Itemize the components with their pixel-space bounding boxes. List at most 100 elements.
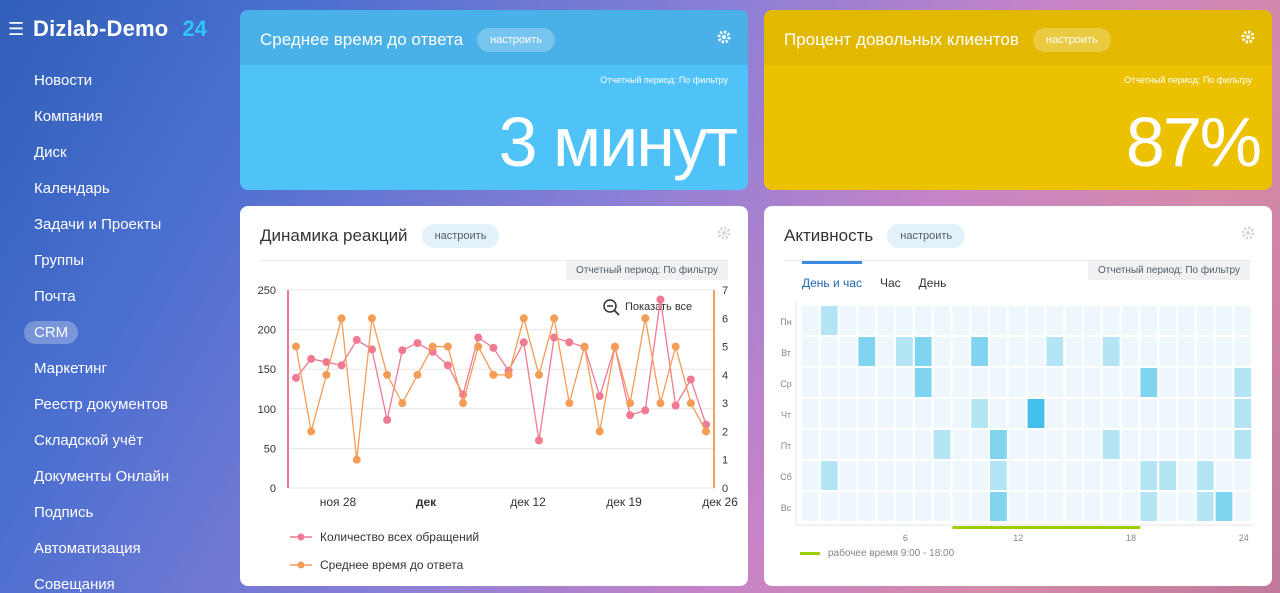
heatmap-cell[interactable] <box>1027 306 1045 335</box>
heatmap-cell[interactable] <box>971 492 988 521</box>
heatmap-cell[interactable] <box>914 461 932 490</box>
heatmap-cell[interactable] <box>839 461 857 490</box>
heatmap-cell[interactable] <box>1178 461 1195 490</box>
heatmap-cell[interactable] <box>820 430 838 459</box>
heatmap-cell[interactable] <box>1065 430 1082 459</box>
heatmap-cell[interactable] <box>858 337 876 366</box>
heatmap-cell[interactable] <box>1178 368 1195 397</box>
sidebar-item[interactable]: CRM <box>22 318 169 354</box>
heatmap-cell[interactable] <box>990 492 1007 521</box>
heatmap-cell[interactable] <box>952 337 970 366</box>
heatmap-cell[interactable] <box>1065 337 1082 366</box>
heatmap-cell[interactable] <box>1178 306 1195 335</box>
sidebar-item[interactable]: Автоматизация <box>22 534 169 570</box>
heatmap-cell[interactable] <box>1102 337 1120 366</box>
gear-icon[interactable] <box>716 29 732 45</box>
heatmap-cell[interactable] <box>1065 461 1082 490</box>
show-all-button[interactable]: Показать все <box>625 301 692 313</box>
heatmap-cell[interactable] <box>896 430 913 459</box>
heatmap-cell[interactable] <box>1102 368 1120 397</box>
heatmap-cell[interactable] <box>1121 492 1139 521</box>
heatmap-cell[interactable] <box>1046 306 1064 335</box>
heatmap-cell[interactable] <box>839 368 857 397</box>
heatmap-cell[interactable] <box>877 492 894 521</box>
heatmap-cell[interactable] <box>933 430 951 459</box>
heatmap-cell[interactable] <box>1121 461 1139 490</box>
heatmap-cell[interactable] <box>820 399 838 428</box>
heatmap-cell[interactable] <box>877 461 894 490</box>
heatmap-cell[interactable] <box>877 306 894 335</box>
heatmap-cell[interactable] <box>1196 461 1214 490</box>
heatmap-cell[interactable] <box>1215 306 1233 335</box>
heatmap-cell[interactable] <box>1140 430 1158 459</box>
tab-hour[interactable]: Час <box>879 276 901 290</box>
heatmap-cell[interactable] <box>802 461 819 490</box>
heatmap-cell[interactable] <box>1121 337 1139 366</box>
legend-item[interactable]: Среднее время до ответа <box>290 558 463 572</box>
heatmap-cell[interactable] <box>971 368 988 397</box>
heatmap-cell[interactable] <box>1215 399 1233 428</box>
heatmap-cell[interactable] <box>1008 430 1026 459</box>
heatmap-cell[interactable] <box>839 492 857 521</box>
sidebar-item[interactable]: Новости <box>22 66 169 102</box>
heatmap-cell[interactable] <box>971 399 988 428</box>
heatmap-cell[interactable] <box>1027 337 1045 366</box>
gear-icon[interactable] <box>716 225 732 241</box>
heatmap-cell[interactable] <box>1102 430 1120 459</box>
heatmap-cell[interactable] <box>1140 461 1158 490</box>
heatmap-cell[interactable] <box>839 306 857 335</box>
heatmap-cell[interactable] <box>990 337 1007 366</box>
heatmap-cell[interactable] <box>802 492 819 521</box>
heatmap-cell[interactable] <box>1046 337 1064 366</box>
heatmap-cell[interactable] <box>839 399 857 428</box>
heatmap-cell[interactable] <box>1159 492 1176 521</box>
heatmap-cell[interactable] <box>858 492 876 521</box>
heatmap-cell[interactable] <box>1027 461 1045 490</box>
heatmap-cell[interactable] <box>1159 430 1176 459</box>
heatmap-cell[interactable] <box>914 399 932 428</box>
heatmap-cell[interactable] <box>990 306 1007 335</box>
heatmap-cell[interactable] <box>802 430 819 459</box>
heatmap-cell[interactable] <box>1027 368 1045 397</box>
heatmap-cell[interactable] <box>1140 368 1158 397</box>
heatmap-cell[interactable] <box>971 461 988 490</box>
heatmap-cell[interactable] <box>1159 306 1176 335</box>
heatmap-cell[interactable] <box>1215 368 1233 397</box>
heatmap-cell[interactable] <box>1008 461 1026 490</box>
heatmap-cell[interactable] <box>1046 368 1064 397</box>
heatmap-cell[interactable] <box>1121 306 1139 335</box>
heatmap-cell[interactable] <box>858 461 876 490</box>
heatmap-cell[interactable] <box>802 306 819 335</box>
heatmap-cell[interactable] <box>1159 368 1176 397</box>
heatmap-cell[interactable] <box>1215 461 1233 490</box>
sidebar-item[interactable]: Календарь <box>22 174 169 210</box>
gear-icon[interactable] <box>1240 29 1256 45</box>
heatmap-cell[interactable] <box>1234 492 1252 521</box>
sidebar-item[interactable]: Диск <box>22 138 169 174</box>
heatmap-cell[interactable] <box>952 430 970 459</box>
heatmap-cell[interactable] <box>839 337 857 366</box>
heatmap-cell[interactable] <box>1215 492 1233 521</box>
heatmap-cell[interactable] <box>820 337 838 366</box>
heatmap-cell[interactable] <box>933 368 951 397</box>
heatmap-cell[interactable] <box>1084 368 1101 397</box>
heatmap-cell[interactable] <box>1196 430 1214 459</box>
heatmap-cell[interactable] <box>1215 337 1233 366</box>
heatmap-cell[interactable] <box>877 399 894 428</box>
heatmap-cell[interactable] <box>839 430 857 459</box>
heatmap-cell[interactable] <box>1065 492 1082 521</box>
heatmap-cell[interactable] <box>1215 430 1233 459</box>
heatmap-cell[interactable] <box>914 430 932 459</box>
heatmap-cell[interactable] <box>820 461 838 490</box>
heatmap-cell[interactable] <box>914 306 932 335</box>
heatmap-cell[interactable] <box>971 430 988 459</box>
heatmap-cell[interactable] <box>1008 337 1026 366</box>
heatmap-cell[interactable] <box>1234 430 1252 459</box>
heatmap-cell[interactable] <box>1065 399 1082 428</box>
heatmap-cell[interactable] <box>1196 399 1214 428</box>
heatmap-cell[interactable] <box>1084 306 1101 335</box>
heatmap-cell[interactable] <box>990 430 1007 459</box>
heatmap-cell[interactable] <box>971 306 988 335</box>
heatmap-cell[interactable] <box>1140 306 1158 335</box>
heatmap-cell[interactable] <box>896 337 913 366</box>
